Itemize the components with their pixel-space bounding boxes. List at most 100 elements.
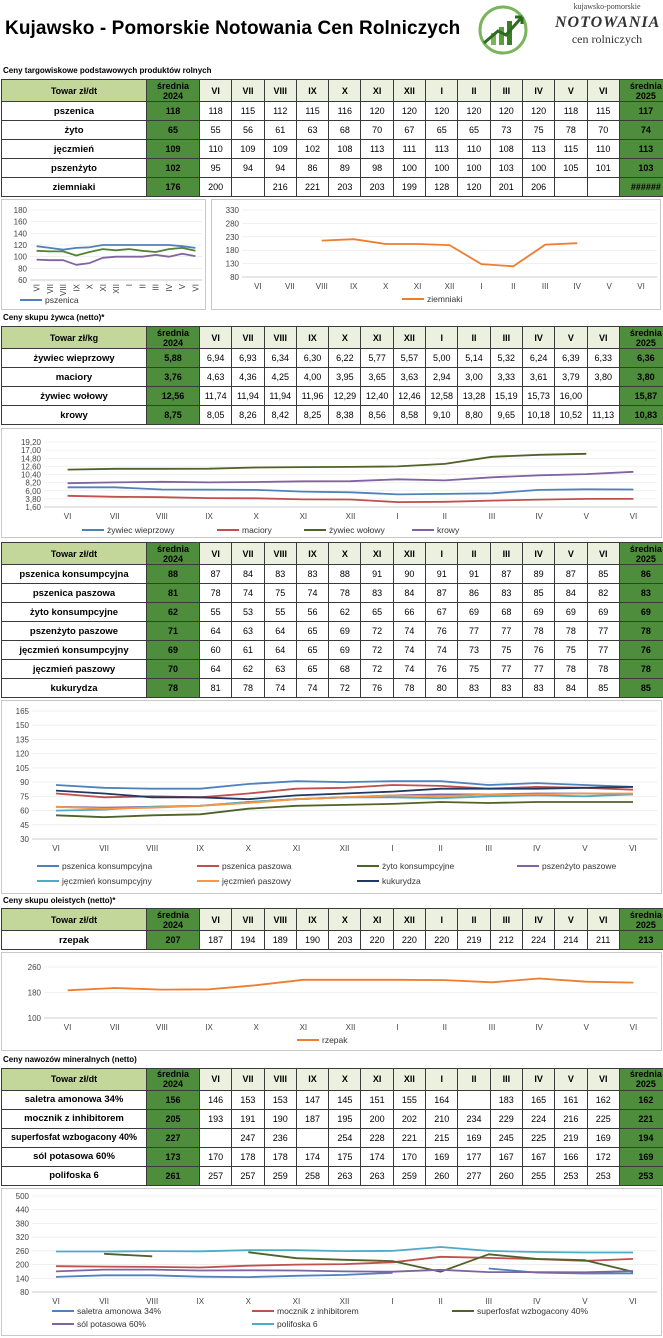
month-value: 6,24 — [521, 348, 556, 368]
month-value: 75 — [521, 120, 556, 140]
header: Kujawsko - Pomorskie Notowania Cen Rolni… — [0, 0, 663, 62]
header-month: XII — [392, 79, 427, 102]
month-value: 115 — [231, 101, 265, 121]
month-value: 12,46 — [392, 386, 427, 406]
commodity-name: kukurydza — [1, 678, 147, 698]
month-value: 203 — [360, 177, 394, 197]
month-value: 190 — [295, 930, 330, 950]
chart-3: 19,20 17,00 14,80 12,60 10,40 8,20 6,00 3,80 1,6… — [1, 428, 662, 538]
avg-2024-value: 102 — [146, 158, 200, 178]
header-month: VIII — [263, 326, 297, 349]
x-tick-label: V — [582, 1297, 588, 1306]
header-month: VII — [231, 908, 265, 931]
x-tick-label: IV — [535, 512, 543, 521]
month-value: 65 — [295, 640, 330, 660]
month-value: 174 — [360, 1146, 394, 1167]
avg-2025-value: 74 — [618, 120, 663, 140]
month-value: 263 — [360, 1165, 394, 1186]
month-value: 9,65 — [489, 405, 523, 425]
month-value: 110 — [198, 139, 233, 159]
month-value: 224 — [521, 1108, 556, 1129]
x-tick-label: VI — [637, 282, 645, 291]
month-value: 91 — [360, 564, 394, 584]
x-tick-label: VI — [191, 284, 200, 292]
month-value: 78 — [554, 120, 588, 140]
x-tick-label: III — [542, 282, 549, 291]
month-value: 78 — [231, 678, 265, 698]
commodity-name: żywiec wieprzowy — [1, 348, 147, 368]
month-value: 76 — [360, 678, 394, 698]
month-value: 224 — [521, 930, 556, 950]
legend-label: pszenica — [45, 295, 79, 305]
header-month: IX — [295, 326, 330, 349]
month-value: 110 — [457, 139, 491, 159]
header-avg-2025: średnia 2025 — [618, 326, 663, 349]
logo-icon — [478, 5, 528, 55]
x-tick-label: I — [397, 512, 399, 521]
header-month: I — [425, 1068, 459, 1091]
header-month: VII — [231, 79, 265, 102]
legend-label: saletra amonowa 34% — [77, 1306, 162, 1316]
y-tick-label: 135 — [16, 735, 30, 744]
month-value: 62 — [328, 602, 362, 622]
month-value: 74 — [392, 640, 427, 660]
header-month: XII — [392, 326, 427, 349]
month-value: 5,57 — [392, 348, 427, 368]
header-month: XI — [360, 542, 394, 565]
avg-2024-value: 65 — [146, 120, 200, 140]
table-row: jęczmień konsumpcyjny 69 60 61 64 65 69 72 74 74 7… — [1, 640, 663, 660]
month-value: 201 — [489, 177, 523, 197]
month-value: 77 — [457, 621, 491, 641]
y-tick-label: 6,00 — [25, 487, 41, 496]
month-value: 77 — [489, 659, 523, 679]
month-value: 11,94 — [263, 386, 297, 406]
month-value: 3,79 — [554, 367, 588, 387]
month-value: 70 — [360, 120, 394, 140]
y-tick-label: 14,80 — [21, 454, 42, 463]
commodity-name: sól potasowa 60% — [1, 1146, 147, 1167]
x-tick-label: VI — [52, 844, 60, 853]
x-tick-label: V — [584, 1023, 590, 1032]
month-value: 56 — [295, 602, 330, 622]
avg-2025-value: 162 — [618, 1089, 663, 1110]
header-month: II — [457, 542, 491, 565]
header-month: VIII — [263, 908, 297, 931]
x-tick-label: IV — [533, 1297, 541, 1306]
series-line — [67, 470, 634, 485]
month-value: 9,10 — [425, 405, 459, 425]
y-tick-label: 30 — [20, 835, 29, 844]
month-value: 191 — [231, 1108, 265, 1129]
commodity-name: pszenica — [1, 101, 147, 121]
month-value: 153 — [263, 1089, 297, 1110]
month-value: 247 — [231, 1127, 265, 1148]
avg-2025-value: 85 — [618, 678, 663, 698]
x-tick-label: IV — [533, 844, 541, 853]
header-avg-2025: średnia 2025 — [618, 908, 663, 931]
header-month: VI — [586, 908, 620, 931]
avg-2024-value: 71 — [146, 621, 200, 641]
header-month: X — [328, 908, 362, 931]
month-value: 3,33 — [489, 367, 523, 387]
header-avg-2024: średnia 2024 — [146, 542, 200, 565]
month-value: 61 — [263, 120, 297, 140]
y-tick-label: 320 — [16, 1233, 30, 1242]
header-month: X — [328, 1068, 362, 1091]
month-value: 6,30 — [295, 348, 330, 368]
chart-4: 165 150 135 120 105 90 75 60 45 30 VI VII VIII IX X XI X… — [1, 700, 662, 894]
x-tick-label: VI — [630, 1023, 638, 1032]
month-value: 91 — [425, 564, 459, 584]
avg-2025-value: 6,36 — [618, 348, 663, 368]
avg-2025-value: 117 — [618, 101, 663, 121]
month-value: 69 — [521, 602, 556, 622]
x-tick-label: I — [125, 284, 134, 286]
month-value: 88 — [328, 564, 362, 584]
month-value: 78 — [586, 659, 620, 679]
y-tick-label: 280 — [226, 219, 240, 228]
month-value: 116 — [328, 101, 362, 121]
month-value: 53 — [231, 602, 265, 622]
table-row: żyto konsumpcyjne 62 55 53 55 56 62 65 66 67 69 68 6… — [1, 602, 663, 622]
month-value: 212 — [489, 930, 523, 950]
header-month: III — [489, 326, 523, 349]
month-value: 258 — [295, 1165, 330, 1186]
